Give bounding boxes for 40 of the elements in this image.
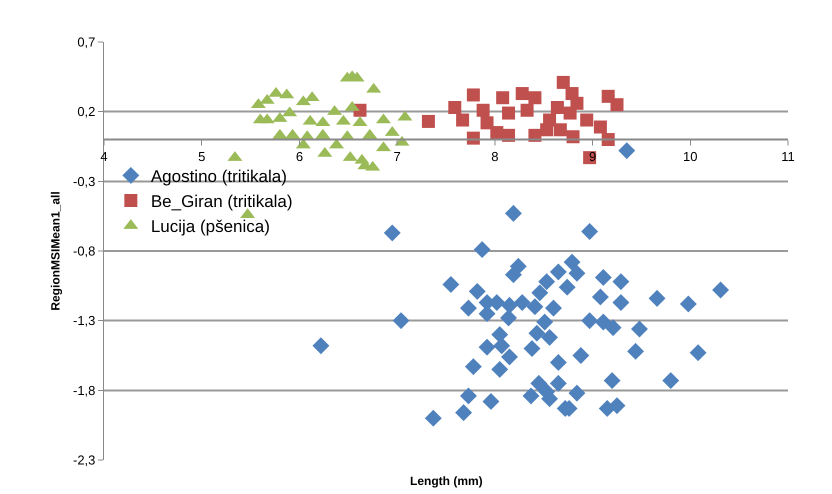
y-tick-label: 0,7 [77,34,96,50]
point [516,87,529,100]
y-tick-label: 0,2 [77,104,96,120]
x-tick-label: 6 [296,148,304,164]
point [520,104,534,117]
x-tick-label: 7 [394,148,401,164]
legend-label: Be_Giran (tritikala) [150,192,293,212]
point [550,100,564,114]
x-tick-label: 10 [683,148,698,164]
x-tick-label: 4 [100,148,108,164]
y-axis-title: RegionMSIMean1_all [48,191,62,311]
point [466,88,480,102]
y-tick-label: -1,3 [72,313,96,328]
y-tick-label: -2,3 [72,452,96,468]
point [554,123,567,136]
x-tick-label: 8 [491,148,498,164]
point [422,114,435,128]
legend-label: Lucija (pšenica) [150,217,270,236]
point [580,114,594,127]
point [476,104,490,117]
point [594,120,607,134]
point [564,106,577,120]
x-tick-label: 9 [588,148,596,164]
y-tick-label: -1,8 [72,382,96,398]
point [540,123,554,136]
point [556,76,570,89]
x-tick-label: 5 [198,148,206,164]
point [610,98,624,112]
point [456,114,470,127]
point [448,100,462,114]
x-axis-title: Length (mm) [410,474,483,488]
y-tick-label: -0,3 [72,174,96,189]
point [502,106,516,120]
x-tick-label: 11 [781,148,795,164]
legend-label: Agostino (tritikala) [150,167,287,186]
point [496,91,510,104]
point [490,126,504,140]
y-tick-label: -0,8 [72,244,96,259]
point [528,91,542,104]
point [480,116,494,130]
